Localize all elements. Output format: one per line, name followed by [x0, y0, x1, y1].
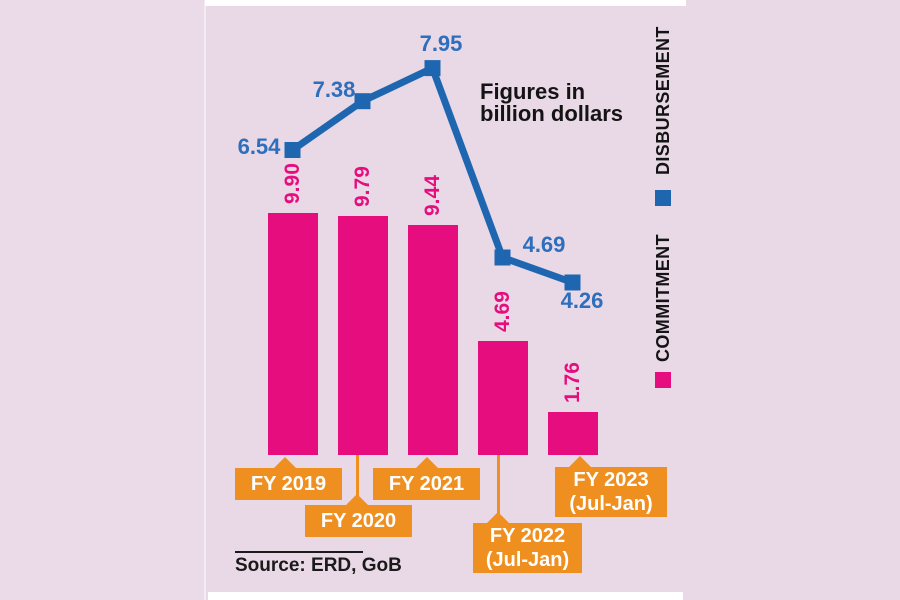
category-box-fy-2023-jul-jan: FY 2023 (Jul-Jan) — [555, 467, 667, 517]
category-text-line: FY 2023 — [573, 469, 649, 491]
bar-fy-2022-jul-jan — [477, 341, 528, 455]
category-pointer-fy-2020 — [346, 494, 368, 505]
top-white-strip — [205, 0, 686, 6]
source-rule — [235, 551, 363, 553]
left-margin-panel — [0, 0, 204, 600]
category-text-line: (Jul-Jan) — [569, 493, 653, 515]
bottom-white-strip — [208, 592, 683, 600]
chart-note-line2: billion dollars — [480, 101, 624, 126]
legend-label-commitment: COMMITMENT — [653, 234, 673, 362]
bar-fy-2023-jul-jan — [547, 412, 598, 455]
category-pointer-fy-2023-jul-jan — [569, 456, 591, 467]
category-connector-fy-2020 — [356, 455, 359, 507]
chart-note: Figures in billion dollars — [480, 81, 623, 125]
legend-label-disbursement: DISBURSEMENT — [653, 26, 673, 175]
category-text-line: FY 2022 — [489, 525, 566, 547]
category-pointer-fy-2019 — [274, 457, 296, 468]
category-box-fy-2021: FY 2021 — [373, 468, 480, 500]
category-box-fy-2019: FY 2019 — [235, 468, 342, 500]
legend-swatch-commitment — [655, 372, 671, 388]
category-text-line: FY 2020 — [320, 510, 397, 532]
line-value-fy-2019: 6.54 — [237, 134, 281, 159]
line-value-fy-2021: 7.95 — [419, 31, 463, 56]
line-value-fy-2023-jul-jan: 4.26 — [560, 288, 604, 313]
category-pointer-fy-2022-jul-jan — [487, 512, 509, 523]
chart-note-line1: Figures in — [480, 79, 586, 104]
line-value-fy-2022-jul-jan: 4.69 — [522, 232, 566, 257]
category-text-line: FY 2019 — [250, 473, 327, 495]
category-pointer-fy-2021 — [416, 457, 438, 468]
category-box-fy-2020: FY 2020 — [305, 505, 412, 537]
category-box-fy-2022-jul-jan: FY 2022 (Jul-Jan) — [473, 523, 582, 573]
category-connector-fy-2022-jul-jan — [497, 455, 500, 525]
line-value-fy-2020: 7.38 — [312, 77, 356, 102]
category-text-line: FY 2021 — [388, 473, 465, 495]
category-text-line: (Jul-Jan) — [485, 549, 570, 571]
panel-seam — [204, 0, 206, 600]
source-text: Source: ERD, GoB — [235, 555, 402, 576]
legend-swatch-disbursement — [655, 190, 671, 206]
